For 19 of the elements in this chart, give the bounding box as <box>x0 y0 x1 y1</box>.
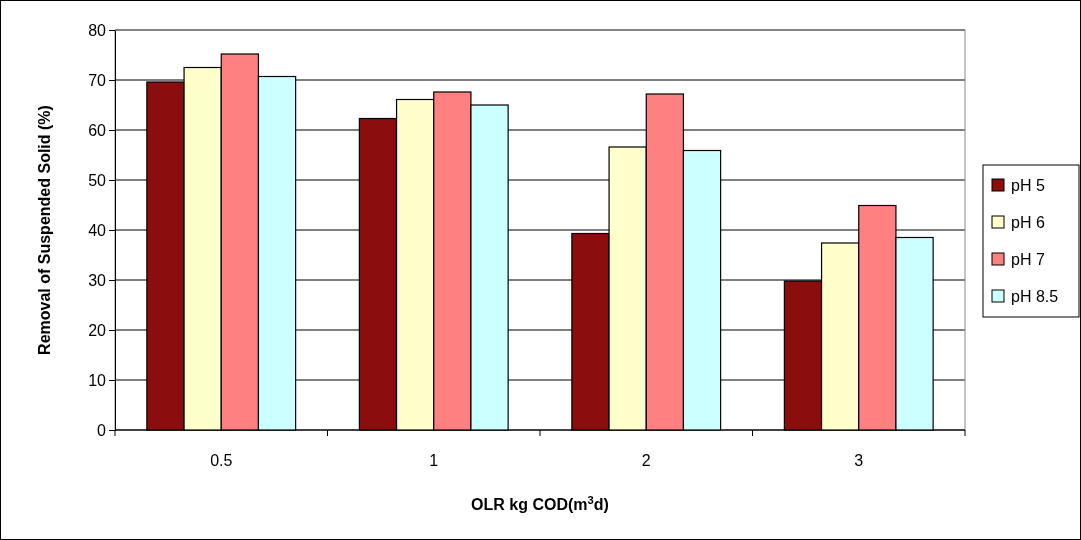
x-tick-label: 0.5 <box>210 452 233 469</box>
y-axis-title: Removal of Suspended Solid (%) <box>36 105 53 355</box>
y-tick-label: 30 <box>88 271 107 289</box>
legend-label: pH 8.5 <box>1011 288 1059 305</box>
y-tick-label: 80 <box>88 21 107 39</box>
x-axis-title: OLR kg COD(m$^{3}$d) <box>471 494 609 513</box>
y-tick-label: 20 <box>88 321 107 339</box>
legend-label: pH 7 <box>1011 251 1045 268</box>
y-tick-label: 10 <box>88 371 107 389</box>
y-tick-label: 50 <box>88 171 107 189</box>
y-tick-label: 40 <box>88 221 107 239</box>
legend-label: pH 5 <box>1011 177 1045 194</box>
x-tick-label: 2 <box>641 452 651 469</box>
legend-label: pH 6 <box>1011 214 1045 231</box>
x-tick-label: 3 <box>854 452 864 469</box>
y-tick-label: 60 <box>88 121 107 139</box>
y-tick-label: 0 <box>97 421 107 439</box>
x-tick-label: 1 <box>429 452 439 469</box>
y-tick-label: 70 <box>88 71 107 89</box>
